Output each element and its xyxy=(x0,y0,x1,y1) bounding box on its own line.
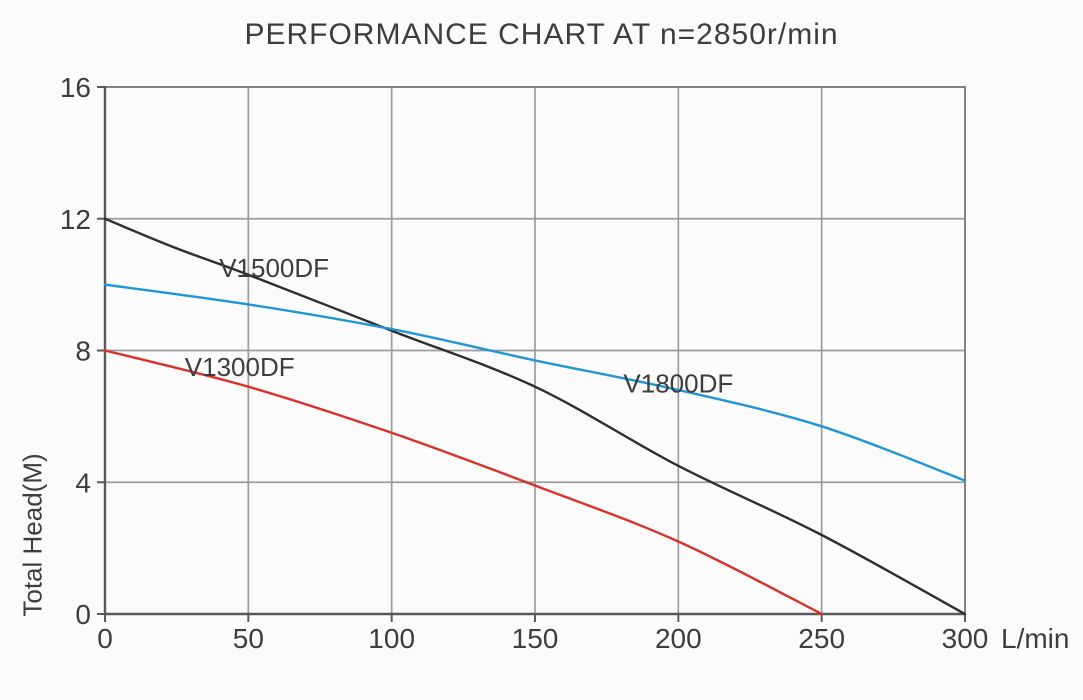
curve-v1800df xyxy=(103,283,967,482)
x-tick-label: 200 xyxy=(655,623,702,654)
x-tick-label: 150 xyxy=(512,623,559,654)
curve-v1500df xyxy=(103,217,967,616)
y-tick-label: 12 xyxy=(60,204,91,235)
y-tick-label: 16 xyxy=(60,72,91,103)
x-tick-label: 50 xyxy=(233,623,264,654)
y-tick-label: 0 xyxy=(75,599,91,630)
curve-label-v1800df: V1800DF xyxy=(623,368,733,398)
x-tick-label: 0 xyxy=(97,623,113,654)
chart-title: PERFORMANCE CHART AT n=2850r/min xyxy=(244,18,839,51)
x-axis-unit-label: L/min xyxy=(1001,623,1069,654)
curve-label-v1500df: V1500DF xyxy=(219,253,329,283)
curve-v1300df xyxy=(103,349,823,616)
y-tick-label: 8 xyxy=(75,336,91,367)
x-tick-label: 100 xyxy=(368,623,415,654)
y-tick-label: 4 xyxy=(75,467,91,498)
curve-label-v1300df: V1300DF xyxy=(185,352,295,382)
x-tick-label: 250 xyxy=(798,623,845,654)
x-tick-label: 300 xyxy=(942,623,989,654)
